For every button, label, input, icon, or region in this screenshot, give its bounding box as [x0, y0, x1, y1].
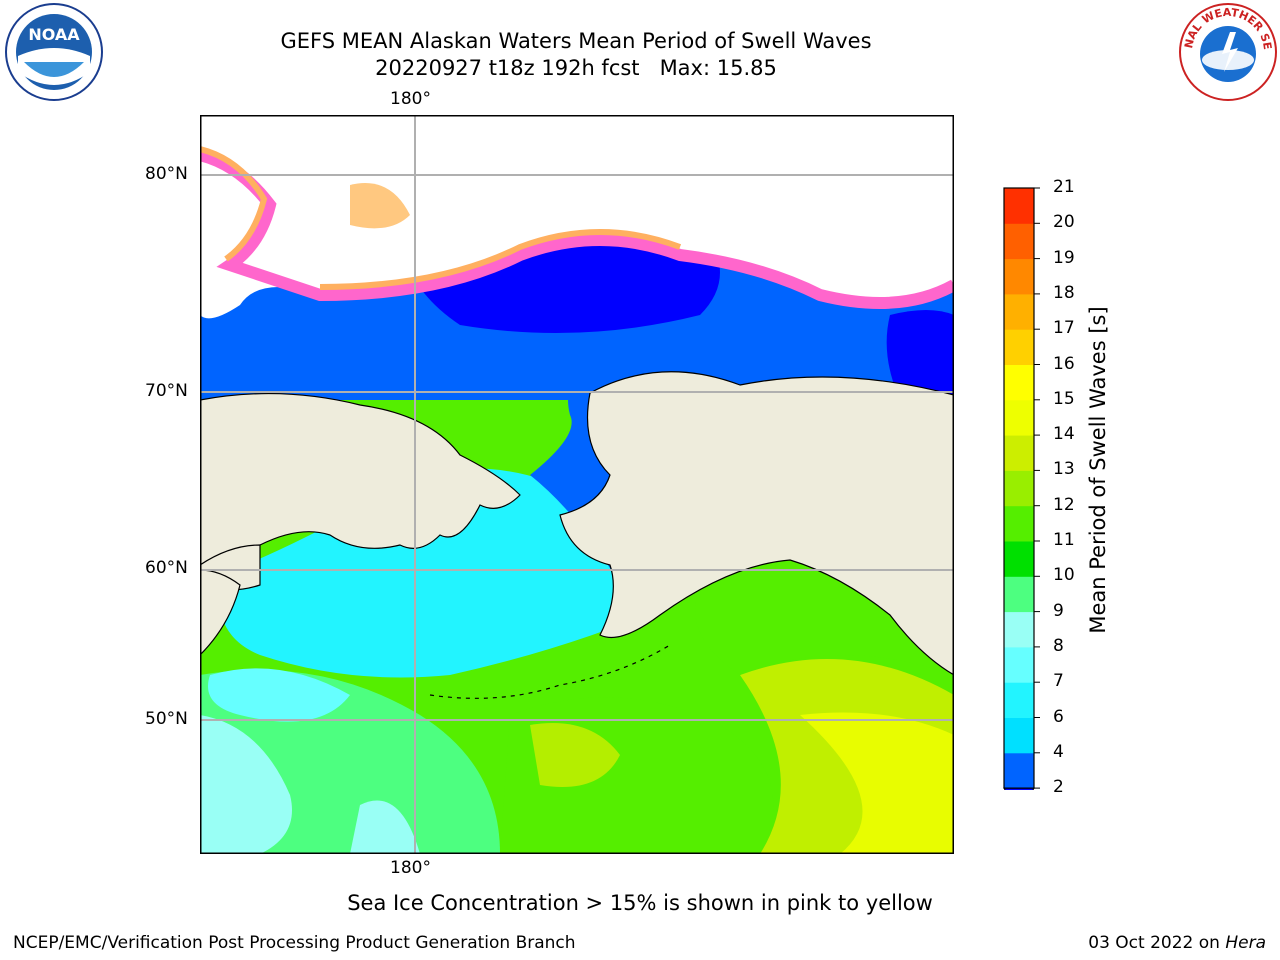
land-kamchatka: [199, 569, 241, 657]
colorbar-tick-label: 4: [1053, 741, 1064, 762]
colorbar-segment: [1004, 223, 1034, 260]
colorbar-segment: [1004, 399, 1034, 436]
colorbar-tick-label: 19: [1053, 247, 1075, 268]
colorbar-tick-label: 6: [1053, 706, 1064, 727]
map-frame: [200, 115, 954, 854]
colorbar-segment: [1004, 717, 1034, 754]
colorbar-tick-label: 15: [1053, 388, 1075, 409]
colorbar-segment: [1004, 682, 1034, 718]
colorbar-segment: [1004, 258, 1034, 295]
sea-ice-patch: [350, 183, 410, 229]
bering-sea-6s: [218, 468, 620, 678]
colorbar-tick-label: 9: [1053, 600, 1064, 621]
colorbar-segment: [1004, 188, 1034, 224]
lon-label-top: 180°: [390, 89, 431, 109]
colorbar-tick-label: 14: [1053, 424, 1075, 445]
colorbar: [990, 180, 1070, 818]
land-siberia: [199, 393, 521, 566]
lon-label-bottom: 180°: [390, 858, 431, 878]
colorbar-segment: [1004, 435, 1034, 471]
lat-label-80n: 80°N: [145, 164, 188, 184]
colorbar-segment: [1004, 541, 1034, 577]
noaa-logo: NOAA: [4, 2, 104, 102]
map-panel: [198, 115, 957, 854]
colorbar-tick-label: 18: [1053, 282, 1075, 303]
lat-label-70n: 70°N: [145, 381, 188, 401]
land-alaska: [559, 371, 955, 677]
colorbar-tick-label: 11: [1053, 530, 1075, 550]
colorbar-tick-label: 20: [1053, 212, 1075, 233]
colorbar-segment: [1004, 329, 1034, 365]
map-svg: [198, 115, 957, 854]
chart-title-line2: 20220927 t18z 192h fcst Max: 15.85: [375, 56, 777, 80]
colorbar-segment: [1004, 470, 1034, 507]
colorbar-tick-label: 7: [1053, 671, 1064, 692]
footer-date-text: 03 Oct 2022 on: [1088, 933, 1220, 953]
footer-credit: NCEP/EMC/Verification Post Processing Pr…: [13, 933, 576, 953]
bering-sea-7s: [208, 668, 350, 722]
nws-logo: NATIONAL WEATHER SERVICE: [1173, 0, 1278, 102]
colorbar-segment: [1004, 576, 1034, 613]
colorbar-segment: [1004, 646, 1034, 683]
colorbar-tick-label: 21: [1053, 177, 1075, 197]
colorbar-tick-label: 2: [1053, 777, 1064, 798]
colorbar-tick-label: 13: [1053, 459, 1075, 480]
colorbar-tick-label: 17: [1053, 318, 1075, 339]
lat-label-50n: 50°N: [145, 709, 188, 729]
colorbar-segment: [1004, 505, 1034, 542]
swell-zone-8s-south: [350, 800, 420, 854]
sea-ice-edge-yellow: [199, 146, 682, 290]
colorbar-label: Mean Period of Swell Waves [s]: [1086, 306, 1110, 634]
lat-label-60n: 60°N: [145, 558, 188, 578]
colorbar-segment: [1004, 364, 1034, 401]
svg-text:NOAA: NOAA: [28, 25, 80, 44]
footer-host: Hera: [1225, 933, 1266, 953]
colorbar-segment: [1004, 752, 1034, 789]
colorbar-frame: [1003, 187, 1035, 789]
colorbar-tick-label: 16: [1053, 353, 1075, 374]
swell-zone-13s-mid: [530, 723, 620, 787]
colorbar-tick-label: 12: [1053, 494, 1075, 515]
swell-zone-14s: [800, 712, 954, 854]
chart-title-line1: GEFS MEAN Alaskan Waters Mean Period of …: [280, 29, 872, 53]
colorbar-tick-label: 8: [1053, 635, 1064, 656]
footer-date: 03 Oct 2022 on Hera: [1088, 933, 1266, 953]
colorbar-segment: [1004, 293, 1034, 330]
sea-ice-edge-pink: [198, 149, 957, 309]
colorbar-segment: [1004, 611, 1034, 648]
arctic-under-range-east: [886, 310, 954, 400]
sea-ice-note: Sea Ice Concentration > 15% is shown in …: [347, 891, 933, 915]
swell-zone-8s-west: [200, 715, 292, 854]
colorbar-tick-label: 10: [1053, 565, 1075, 586]
colorbar-svg: [1003, 187, 1040, 818]
